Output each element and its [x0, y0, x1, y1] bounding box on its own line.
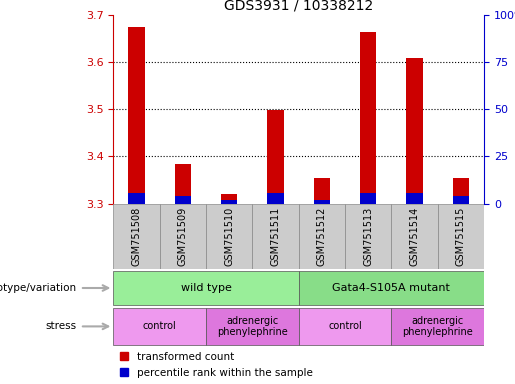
- Bar: [221, 194, 237, 204]
- Text: GSM751512: GSM751512: [317, 207, 327, 266]
- Text: GSM751510: GSM751510: [224, 207, 234, 266]
- Text: GSM751514: GSM751514: [409, 207, 420, 266]
- Bar: [128, 27, 145, 204]
- Bar: [252, 204, 299, 269]
- Text: GSM751511: GSM751511: [270, 207, 281, 266]
- Bar: [128, 193, 145, 204]
- Bar: [360, 32, 376, 204]
- Bar: [206, 204, 252, 269]
- Bar: [406, 58, 423, 204]
- Title: GDS3931 / 10338212: GDS3931 / 10338212: [224, 0, 373, 13]
- Text: adrenergic
phenylephrine: adrenergic phenylephrine: [217, 316, 288, 337]
- Text: GSM751513: GSM751513: [363, 207, 373, 266]
- Bar: [175, 164, 191, 204]
- Text: GSM751508: GSM751508: [131, 207, 142, 266]
- Text: GSM751509: GSM751509: [178, 207, 188, 266]
- Bar: [206, 308, 299, 345]
- Bar: [175, 195, 191, 204]
- Bar: [391, 204, 438, 269]
- Text: GSM751515: GSM751515: [456, 207, 466, 266]
- Bar: [299, 271, 484, 305]
- Text: control: control: [328, 321, 362, 331]
- Bar: [113, 271, 299, 305]
- Bar: [221, 200, 237, 204]
- Bar: [314, 178, 330, 204]
- Bar: [113, 308, 206, 345]
- Bar: [160, 204, 206, 269]
- Bar: [391, 308, 484, 345]
- Bar: [314, 200, 330, 204]
- Text: stress: stress: [45, 321, 76, 331]
- Text: genotype/variation: genotype/variation: [0, 283, 76, 293]
- Text: adrenergic
phenylephrine: adrenergic phenylephrine: [402, 316, 473, 337]
- Bar: [267, 110, 284, 204]
- Bar: [406, 193, 423, 204]
- Bar: [453, 178, 469, 204]
- Bar: [299, 308, 391, 345]
- Bar: [453, 195, 469, 204]
- Bar: [267, 193, 284, 204]
- Bar: [360, 193, 376, 204]
- Bar: [113, 204, 160, 269]
- Bar: [299, 204, 345, 269]
- Bar: [345, 204, 391, 269]
- Text: wild type: wild type: [181, 283, 231, 293]
- Text: control: control: [143, 321, 177, 331]
- Bar: [438, 204, 484, 269]
- Text: Gata4-S105A mutant: Gata4-S105A mutant: [333, 283, 450, 293]
- Legend: transformed count, percentile rank within the sample: transformed count, percentile rank withi…: [118, 352, 313, 377]
